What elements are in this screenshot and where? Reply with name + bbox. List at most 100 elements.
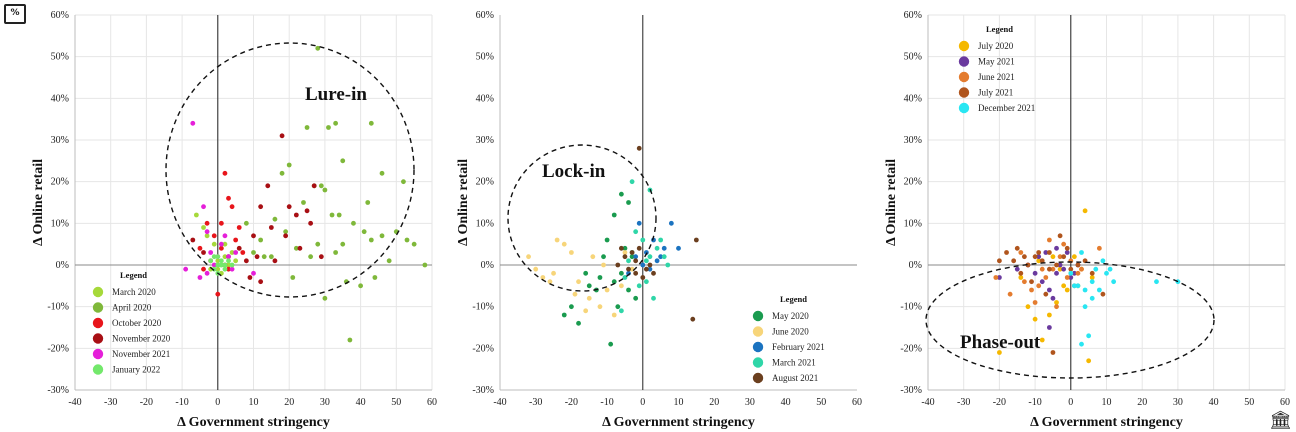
data-point <box>693 237 699 243</box>
data-point <box>651 295 656 301</box>
x-tick-label: -10 <box>600 397 613 408</box>
data-point <box>272 216 278 222</box>
y-tick-label: 60% <box>476 10 494 21</box>
x-tick-label: 60 <box>852 397 862 408</box>
data-point <box>1039 258 1045 264</box>
data-point <box>229 250 235 255</box>
x-tick-label: 10 <box>249 397 259 408</box>
data-point <box>643 250 649 255</box>
data-point <box>1075 270 1081 276</box>
data-point <box>204 220 210 226</box>
data-point <box>1154 279 1159 285</box>
data-point <box>1057 266 1063 272</box>
data-point <box>676 245 681 251</box>
data-point <box>647 262 653 268</box>
x-tick-label: 20 <box>709 397 719 408</box>
x-tick-label: -20 <box>140 397 153 408</box>
legend-marker <box>92 364 104 375</box>
data-point <box>661 254 667 260</box>
data-point <box>197 245 203 251</box>
y-tick-label: 50% <box>476 52 494 63</box>
data-point <box>215 262 221 268</box>
x-tick-label: 60 <box>427 397 437 408</box>
data-point <box>215 291 221 297</box>
legend-label: January 2022 <box>112 365 160 375</box>
x-tick-label: 50 <box>391 397 401 408</box>
x-tick-label: -30 <box>957 397 970 408</box>
data-point <box>658 237 664 243</box>
data-point <box>240 250 246 255</box>
data-point <box>1007 291 1013 297</box>
data-point <box>326 125 331 130</box>
data-point <box>1082 304 1088 310</box>
data-point <box>1018 275 1024 280</box>
data-point <box>526 254 531 260</box>
data-point <box>1039 279 1045 285</box>
data-point <box>647 254 653 260</box>
data-point <box>643 258 649 264</box>
data-point <box>633 295 639 301</box>
legend-marker <box>752 357 764 368</box>
data-point <box>569 304 574 310</box>
data-point <box>318 183 324 189</box>
data-point <box>1075 262 1081 268</box>
data-point <box>1032 270 1038 276</box>
data-point <box>215 258 221 264</box>
data-point <box>629 254 635 260</box>
data-point <box>293 212 299 218</box>
y-tick-label: -20% <box>900 343 922 354</box>
x-tick-label: 30 <box>745 397 755 408</box>
y-tick-label: 50% <box>51 52 69 63</box>
y-tick-label: -20% <box>47 343 69 354</box>
legend-marker <box>92 286 104 298</box>
data-point <box>1046 312 1052 318</box>
data-point <box>229 266 235 272</box>
data-point <box>258 204 264 210</box>
data-point <box>226 262 231 268</box>
y-tick-label: 30% <box>476 135 494 146</box>
data-point <box>1057 233 1063 239</box>
bank-icon: 🏛 <box>1269 410 1292 431</box>
data-point <box>226 258 231 264</box>
legend-label: July 2021 <box>978 88 1013 98</box>
x-tick-label: 0 <box>215 397 220 408</box>
data-point <box>268 254 274 260</box>
data-point <box>226 195 231 201</box>
data-point <box>1057 254 1063 260</box>
data-point <box>633 254 639 260</box>
data-point <box>1014 266 1020 272</box>
data-point <box>547 279 553 285</box>
data-point <box>286 162 292 168</box>
data-point <box>601 262 606 268</box>
region-ellipse <box>507 144 657 292</box>
data-point <box>618 191 624 197</box>
percent-receipt-icon: % <box>4 4 26 24</box>
data-point <box>329 212 335 218</box>
data-point <box>1036 250 1042 255</box>
data-point <box>286 204 292 210</box>
data-point <box>551 270 556 276</box>
data-point <box>1075 283 1081 289</box>
y-tick-label: 40% <box>51 93 69 104</box>
data-point <box>1064 287 1070 293</box>
data-point <box>190 237 196 243</box>
y-tick-label: 20% <box>51 177 69 188</box>
data-point <box>1043 291 1049 297</box>
data-point <box>1043 250 1049 255</box>
data-point <box>569 250 574 255</box>
data-point <box>251 270 256 276</box>
legend-label: October 2020 <box>112 318 162 328</box>
y-axis-title: Δ Online retail <box>884 159 899 246</box>
x-tick-label: -10 <box>175 397 188 408</box>
data-point <box>586 295 592 301</box>
data-point <box>333 120 339 126</box>
legend-marker <box>92 348 104 360</box>
data-point <box>1064 250 1070 255</box>
data-point <box>636 245 642 251</box>
data-point <box>597 275 603 280</box>
y-tick-label: 0% <box>56 260 69 271</box>
data-point <box>1071 283 1077 289</box>
y-tick-label: 20% <box>904 177 922 188</box>
data-point <box>583 308 589 314</box>
data-point <box>297 245 303 251</box>
